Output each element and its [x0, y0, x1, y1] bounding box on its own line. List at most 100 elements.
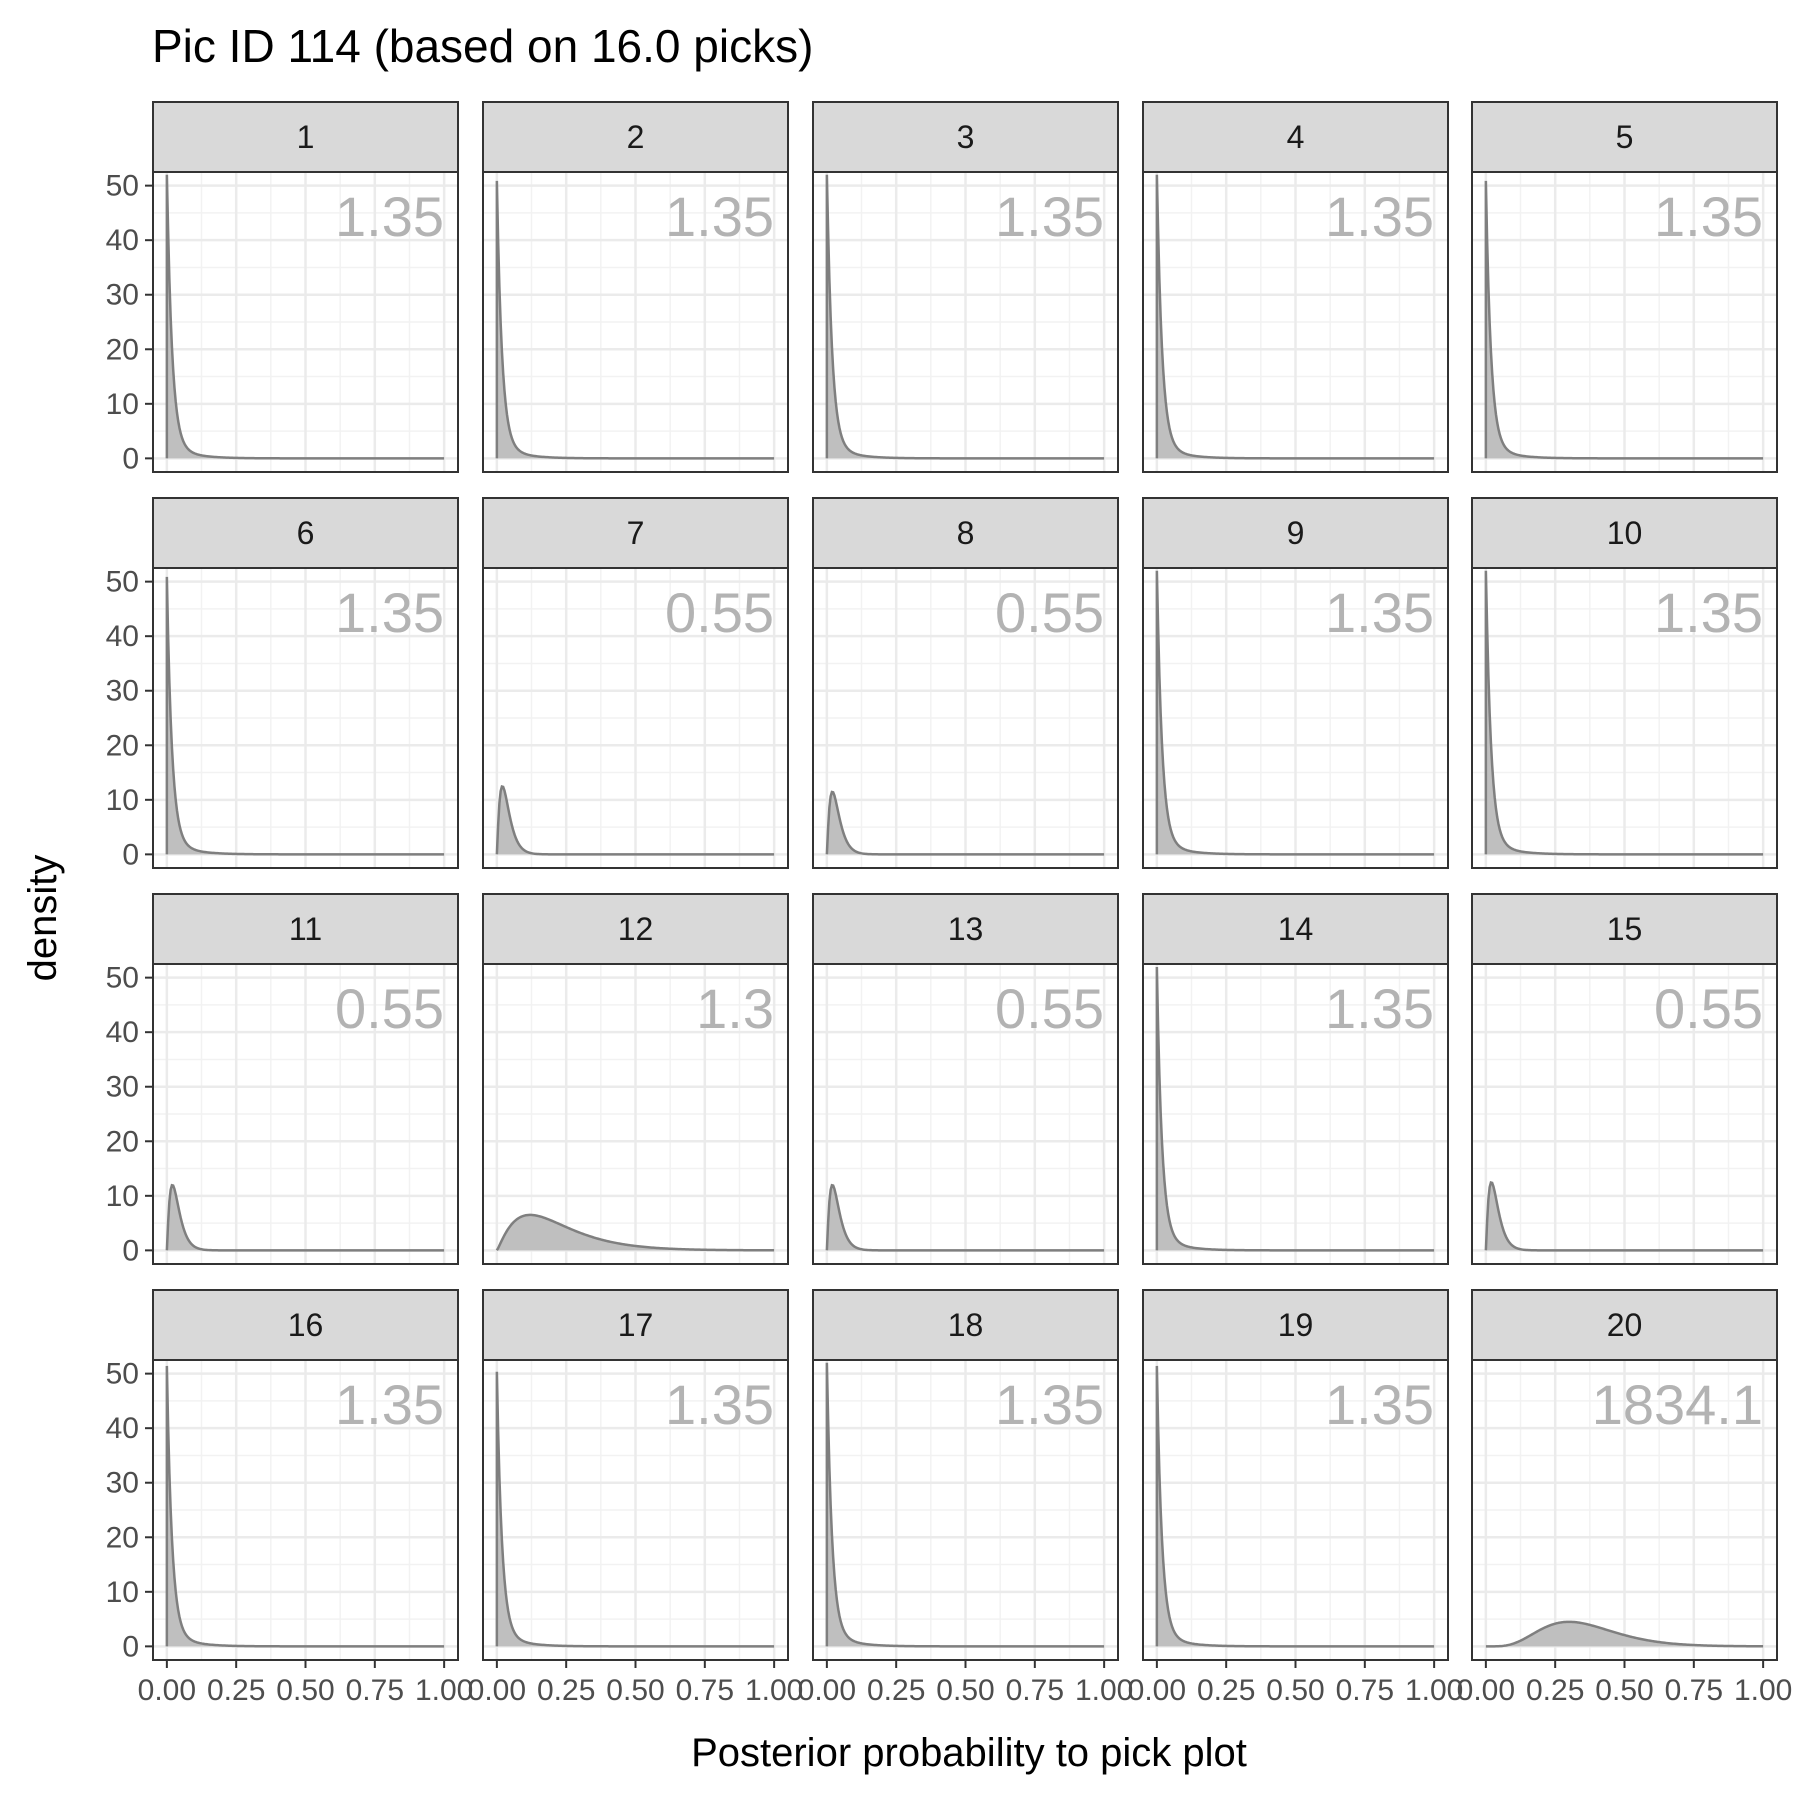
facet-strip — [1471, 893, 1778, 965]
facet-strip — [812, 893, 1119, 965]
y-tick-label: 20 — [106, 729, 139, 762]
panel-annotation: 1.35 — [1654, 185, 1763, 248]
y-tick-label: 30 — [106, 279, 139, 312]
panel-annotation: 1.35 — [1325, 581, 1434, 644]
facet-strip-label: 17 — [618, 1307, 654, 1343]
chart-title: Pic ID 114 (based on 16.0 picks) — [152, 20, 813, 72]
x-tick-label: 0.00 — [138, 1674, 196, 1707]
facet-panel-8: 80.55 — [812, 497, 1119, 869]
panel-border — [1142, 171, 1449, 473]
panel-annotation: 1.35 — [665, 1373, 774, 1436]
panel-border — [152, 567, 459, 869]
facet-strip-label: 1 — [297, 119, 315, 155]
panel-annotation: 1.3 — [696, 977, 774, 1040]
x-tick-label: 1.00 — [1075, 1674, 1133, 1707]
facet-panel-17: 171.35 — [482, 1289, 789, 1661]
y-tick-label: 10 — [106, 784, 139, 817]
x-tick-label: 1.00 — [1734, 1674, 1792, 1707]
y-tick-label: 40 — [106, 1412, 139, 1445]
panel-border — [1142, 963, 1449, 1265]
facet-strip-label: 9 — [1287, 515, 1305, 551]
panel-border — [1471, 963, 1778, 1265]
y-tick-label: 20 — [106, 1521, 139, 1554]
facet-panel-1: 11.35 — [152, 101, 459, 473]
facet-strip-label: 8 — [957, 515, 975, 551]
y-tick-label: 30 — [106, 675, 139, 708]
density-line — [1484, 1181, 1764, 1252]
y-tick-label: 10 — [106, 1576, 139, 1609]
panel-border — [812, 171, 1119, 473]
facet-strip — [1471, 101, 1778, 173]
x-tick-label: 0.25 — [537, 1674, 595, 1707]
facet-strip — [152, 893, 459, 965]
x-tick-label: 0.25 — [1197, 1674, 1255, 1707]
x-tick-label: 0.00 — [1457, 1674, 1515, 1707]
panel-border — [152, 963, 459, 1265]
x-tick-label: 0.50 — [1595, 1674, 1653, 1707]
y-axis: 0 10 20 30 40 50 0 10 20 30 40 50 0 10 20 30 40 50 0 10 20 30… — [106, 170, 153, 1663]
panel-border — [1471, 567, 1778, 869]
facet-strip — [1471, 497, 1778, 569]
y-tick-label: 0 — [122, 1234, 139, 1267]
x-tick-label: 0.50 — [936, 1674, 994, 1707]
panel-annotation: 1.35 — [335, 581, 444, 644]
panel-border — [152, 171, 459, 473]
facet-strip — [812, 1289, 1119, 1361]
y-tick-label: 40 — [106, 1016, 139, 1049]
facet-panel-10: 101.35 — [1471, 497, 1778, 869]
panel-annotation: 1.35 — [335, 185, 444, 248]
x-tick-label: 1.00 — [1405, 1674, 1463, 1707]
y-tick-label: 0 — [122, 838, 139, 871]
panel-annotation: 1.35 — [1325, 1373, 1434, 1436]
facet-strip — [1142, 497, 1449, 569]
panel-border — [482, 567, 789, 869]
facet-strip — [152, 101, 459, 173]
density-area — [496, 1214, 775, 1251]
x-tick-label: 0.50 — [606, 1674, 664, 1707]
panel-border — [482, 963, 789, 1265]
facet-panel-20: 20 1834.1 — [1471, 1289, 1778, 1661]
panel-border — [482, 171, 789, 473]
y-tick-label: 50 — [106, 566, 139, 599]
facet-panel-19: 191.35 — [1142, 1289, 1449, 1661]
facet-panel-14: 141.35 — [1142, 893, 1449, 1265]
panel-annotation: 1.35 — [1654, 581, 1763, 644]
facet-strip-label: 12 — [618, 911, 654, 947]
facet-strip — [152, 497, 459, 569]
facet-panel-5: 51.35 — [1471, 101, 1778, 473]
facet-panel-11: 110.55 — [152, 893, 459, 1265]
density-line — [1484, 570, 1764, 856]
panel-border — [812, 567, 1119, 869]
panel-annotation: 1.35 — [995, 185, 1104, 248]
facet-panel-2: 21.35 — [482, 101, 789, 473]
panel-annotation: 0.55 — [665, 581, 774, 644]
x-tick-label: 1.00 — [745, 1674, 803, 1707]
facet-strip — [152, 1289, 459, 1361]
facet-panels: 11.3521.3531.3541.3551.3561.3570.5580.55… — [152, 101, 1778, 1661]
facet-panel-6: 61.35 — [152, 497, 459, 869]
y-tick-label: 50 — [106, 962, 139, 995]
y-tick-label: 50 — [106, 1358, 139, 1391]
y-tick-label: 10 — [106, 388, 139, 421]
facet-strip-label: 7 — [627, 515, 645, 551]
x-tick-label: 0.75 — [346, 1674, 404, 1707]
y-tick-label: 20 — [106, 1125, 139, 1158]
y-tick-label: 0 — [122, 442, 139, 475]
facet-strip — [1142, 893, 1449, 965]
facet-panel-3: 31.35 — [812, 101, 1119, 473]
density-line — [825, 1362, 1105, 1648]
density-line — [1485, 1620, 1764, 1648]
density-line — [165, 1183, 445, 1252]
x-tick-label: 0.00 — [468, 1674, 526, 1707]
panel-annotation: 0.55 — [335, 977, 444, 1040]
density-line — [1155, 1365, 1435, 1648]
y-axis-title: density — [21, 855, 65, 982]
facet-panel-15: 150.55 — [1471, 893, 1778, 1265]
facet-strip-label: 6 — [297, 515, 315, 551]
panel-annotation: 1834.1 — [1592, 1373, 1763, 1436]
y-tick-label: 40 — [106, 224, 139, 257]
facet-panel-16: 161.35 — [152, 1289, 459, 1661]
x-tick-label: 0.50 — [276, 1674, 334, 1707]
density-area — [1485, 1621, 1764, 1647]
